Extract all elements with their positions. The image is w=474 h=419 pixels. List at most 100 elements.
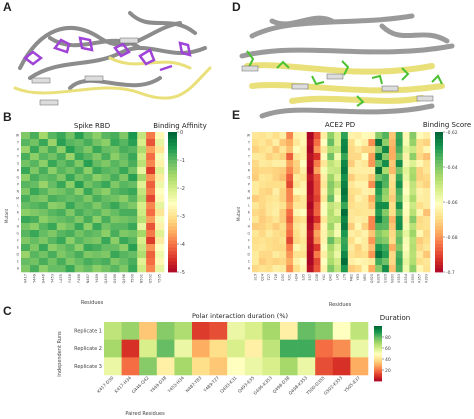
heatmap-cell (409, 174, 417, 182)
heatmap-cell (354, 237, 362, 245)
colorbar-segment (168, 167, 177, 171)
heatmap-cell (409, 188, 417, 196)
heatmap-cell (38, 174, 49, 182)
colorbar-segment (374, 342, 382, 345)
colorbar-segment (435, 254, 443, 259)
colorbar-segment (374, 331, 382, 334)
heatmap-cell (293, 174, 301, 182)
heatmap-cell (47, 174, 58, 182)
heatmap-cell (29, 167, 40, 175)
heatmap-cell (265, 202, 273, 210)
y-tick-label: M (16, 197, 19, 201)
heatmap-cell (416, 167, 424, 175)
heatmap-cell (354, 153, 362, 161)
heatmap-cell (121, 357, 140, 376)
heatmap-cell (110, 174, 120, 182)
colorbar-segment (374, 327, 382, 330)
heatmap-cell (286, 202, 294, 210)
heatmap-cell (110, 167, 120, 175)
heatmap-cell (244, 339, 263, 358)
heatmap-cell (258, 174, 266, 182)
heatmap-cell (83, 216, 93, 224)
heatmap-cell (299, 265, 308, 273)
colorbar-segment (435, 198, 443, 203)
heatmap-cell (110, 244, 120, 252)
heatmap-cell (293, 139, 301, 147)
heatmap-cell (361, 209, 369, 217)
x-tick-label: D38 (315, 274, 319, 281)
heatmap-cell (47, 195, 58, 203)
heatmap-cell (155, 209, 165, 217)
colorbar-segment (374, 334, 382, 337)
heatmap-cell (272, 188, 280, 196)
heatmap-cell (83, 237, 93, 245)
heatmap-cell (128, 181, 138, 189)
heatmap-cell (74, 223, 84, 231)
heatmap-cell (65, 188, 75, 196)
heatmap-cell (409, 223, 417, 231)
heatmap-ace2-pd: ACE2 PD Binding Score Mutant Residues WY… (236, 121, 471, 308)
heatmap-cell (272, 160, 280, 168)
heatmap-cell (258, 139, 266, 147)
heatmap-cell (354, 167, 362, 175)
heatmap-cell (119, 202, 129, 210)
colorbar-tick-label: -1 (180, 158, 185, 164)
heatmap-cell (128, 202, 138, 210)
heatmap-cell (416, 132, 424, 140)
heatmap-cell (423, 195, 431, 203)
heatmap-cell (65, 223, 75, 231)
heatmap-cell (137, 265, 147, 273)
heatmap-cell (192, 357, 210, 376)
heatmap-cell (395, 223, 403, 231)
heatmap-cell (341, 146, 349, 154)
heatmap-cell (137, 258, 147, 266)
heatmap-cell (423, 132, 431, 140)
heatmap-cell (280, 357, 298, 376)
colorbar-segment (435, 132, 443, 136)
y-axis-label: Independent Runs (57, 331, 63, 377)
heatmap-cell (92, 202, 102, 210)
heatmap-cell (155, 216, 165, 224)
x-tick-label: E329 (384, 274, 388, 283)
colorbar-segment (374, 335, 382, 338)
heatmap-cell (347, 139, 355, 147)
colorbar-tick-label: -0.64 (446, 165, 458, 171)
heatmap-cell (92, 181, 102, 189)
heatmap-cell (128, 237, 138, 245)
heatmap-cell (299, 209, 308, 217)
heatmap-cell (382, 195, 390, 203)
heatmap-cell (74, 146, 84, 154)
heatmap-cell (409, 265, 417, 273)
heatmap-cell (258, 160, 266, 168)
heatmap-cell (409, 132, 417, 140)
heatmap-cell (306, 209, 314, 217)
heatmap-spike-rbd: Spike RBD Binding Affinity Mutant Residu… (4, 122, 207, 306)
heatmap-cell (286, 258, 294, 266)
heatmap-cell (56, 230, 66, 238)
heatmap-cell (47, 160, 58, 168)
colorbar-segment (168, 146, 177, 150)
heatmap-cell (320, 258, 328, 266)
heatmap-cell (110, 181, 120, 189)
heatmap-cell (146, 265, 156, 273)
heatmap-cell (92, 132, 102, 140)
heatmap-cell (83, 209, 93, 217)
heatmap-cell (155, 244, 165, 252)
heatmap-cell (354, 209, 362, 217)
heatmap-cell (341, 153, 349, 161)
heatmap-cell (361, 230, 369, 238)
heatmap-cell (101, 132, 111, 140)
heatmap-cell (286, 146, 294, 154)
heatmap-cell (347, 258, 355, 266)
heatmap-cell (258, 258, 266, 266)
heatmap-cell (313, 181, 321, 189)
heatmap-cell (388, 174, 397, 182)
colorbar-segment (435, 156, 443, 161)
heatmap-cell (279, 209, 287, 217)
heatmap-cell (137, 216, 147, 224)
colorbar-tick-label: -3 (180, 214, 185, 220)
heatmap-cell (306, 181, 314, 189)
heatmap-cell (47, 251, 58, 259)
heatmap-cell (286, 167, 294, 175)
heatmap-cell (299, 237, 308, 245)
